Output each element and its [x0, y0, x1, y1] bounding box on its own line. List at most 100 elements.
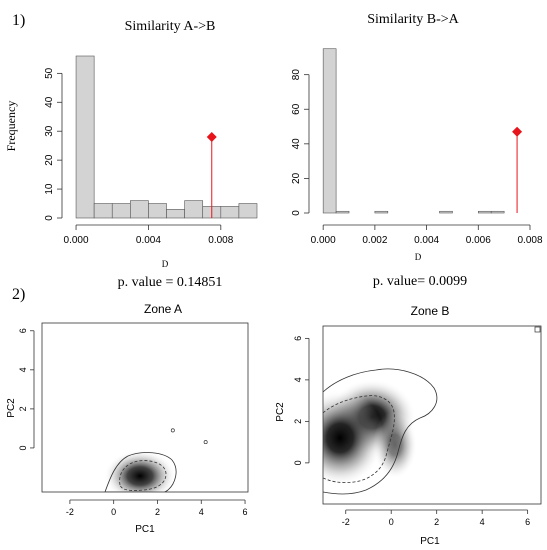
histogram-bar	[335, 210, 350, 214]
y-tick-label: 4	[293, 377, 303, 382]
x-tick-label: 0	[111, 507, 116, 517]
y-axis: 0 2 4 6	[293, 325, 542, 505]
chart-title: Zone B	[411, 304, 450, 318]
y-tick-label: 40	[44, 96, 55, 108]
inner-contour	[119, 460, 167, 491]
p-value-caption: p. value= 0.0099	[373, 274, 467, 289]
y-axis: 0 20 40 60 80	[291, 69, 310, 216]
panel-label-2: 2)	[12, 286, 25, 303]
observed-marker	[512, 126, 523, 213]
y-axis-label: Frequency	[4, 101, 18, 152]
plot-frame	[322, 325, 542, 505]
outer-contour	[104, 452, 177, 492]
zone-a-plot: Zone A 0 2 4 6 -2 0 2 4 6 PC2 PC1	[6, 302, 249, 535]
y-tick-label: 0	[18, 445, 28, 450]
x-axis-label: D	[415, 252, 422, 262]
y-axis-label: PC2	[6, 398, 17, 418]
y-axis: 0 10 20 30 40 50	[44, 67, 63, 221]
density-blob	[104, 450, 176, 492]
corner-box	[534, 326, 541, 333]
y-tick-label: 4	[18, 367, 28, 372]
histogram-bar	[75, 55, 95, 219]
y-tick-label: 2	[293, 419, 303, 424]
histogram-bar	[238, 203, 258, 219]
x-tick-label: 0.008	[517, 235, 542, 246]
panel-label-1: 1)	[12, 12, 25, 29]
p-value-caption: p. value = 0.14851	[118, 275, 223, 290]
chart-title: Similarity B->A	[367, 12, 459, 27]
points-group	[170, 428, 208, 445]
outer-contour	[323, 368, 438, 495]
scatter-point	[203, 440, 208, 445]
density-surface	[323, 368, 438, 495]
x-axis: 0.000 0.004 0.008	[64, 224, 234, 246]
y-tick-label: 20	[291, 172, 302, 184]
x-tick-label: -2	[342, 517, 350, 527]
y-tick-label: 2	[18, 406, 28, 411]
histogram-bar	[148, 203, 167, 219]
x-tick-label: 2	[155, 507, 160, 517]
y-tick-label: 50	[44, 67, 55, 79]
chart-title: Zone A	[144, 302, 182, 316]
x-axis: -2 0 2 4 6	[66, 499, 248, 517]
histogram-bar	[166, 209, 185, 219]
bars-group	[322, 48, 505, 214]
histogram-bar	[93, 203, 113, 219]
x-tick-label: 6	[243, 507, 248, 517]
x-tick-label: 0.000	[64, 235, 89, 246]
histogram-bar	[477, 210, 492, 214]
y-tick-label: 6	[293, 336, 303, 341]
histogram-bar	[130, 200, 149, 219]
zone-b-plot: Zone B 0 2 4 6 -2 0 2 4 6 PC2 PC1	[275, 304, 542, 547]
y-tick-label: 0	[293, 460, 303, 465]
x-tick-label: -2	[66, 507, 74, 517]
histogram-bar	[374, 210, 389, 214]
density-tail	[373, 411, 417, 479]
observed-point	[206, 132, 217, 142]
x-tick-label: 0.002	[362, 235, 387, 246]
y-tick-label: 10	[44, 183, 55, 195]
y-tick-label: 0	[44, 215, 55, 221]
scatter-point	[170, 428, 175, 433]
histogram-bar	[184, 200, 204, 219]
x-tick-label: 0.008	[208, 235, 233, 246]
y-axis-label: PC2	[275, 402, 286, 422]
observed-point	[512, 126, 523, 137]
x-tick-label: 0.004	[414, 235, 439, 246]
plot-frame	[41, 322, 249, 493]
x-tick-label: 4	[480, 517, 485, 527]
y-tick-label: 0	[291, 210, 302, 216]
observed-marker	[206, 132, 217, 218]
y-tick-label: 30	[44, 125, 55, 137]
y-tick-label: 6	[18, 328, 28, 333]
histogram-bar	[439, 210, 453, 214]
bars-group	[75, 55, 258, 219]
histogram-bar	[322, 48, 337, 214]
x-tick-label: 0.006	[466, 235, 491, 246]
x-axis: 0.000 0.002 0.004 0.006 0.008	[311, 224, 543, 246]
x-axis-label: D	[162, 259, 169, 269]
x-tick-label: 6	[525, 517, 530, 527]
y-tick-label: 20	[44, 154, 55, 166]
x-axis: -2 0 2 4 6	[342, 509, 530, 527]
x-tick-label: 2	[434, 517, 439, 527]
inner-contour	[323, 395, 395, 484]
y-axis: 0 2 4 6	[18, 322, 249, 493]
x-tick-label: 0.000	[311, 235, 336, 246]
x-axis-label: PC1	[420, 536, 440, 547]
histogram-bar	[111, 203, 131, 219]
x-axis-label: PC1	[135, 524, 155, 535]
y-tick-label: 80	[291, 69, 302, 81]
histogram-bar	[490, 210, 505, 214]
histogram-bar	[220, 206, 240, 219]
density-surface	[104, 450, 177, 492]
x-tick-label: 0.004	[136, 235, 161, 246]
x-tick-label: 4	[199, 507, 204, 517]
x-tick-label: 0	[389, 517, 394, 527]
y-tick-label: 60	[291, 103, 302, 115]
density-blob-secondary	[323, 390, 384, 486]
chart-title: Similarity A->B	[125, 19, 216, 34]
